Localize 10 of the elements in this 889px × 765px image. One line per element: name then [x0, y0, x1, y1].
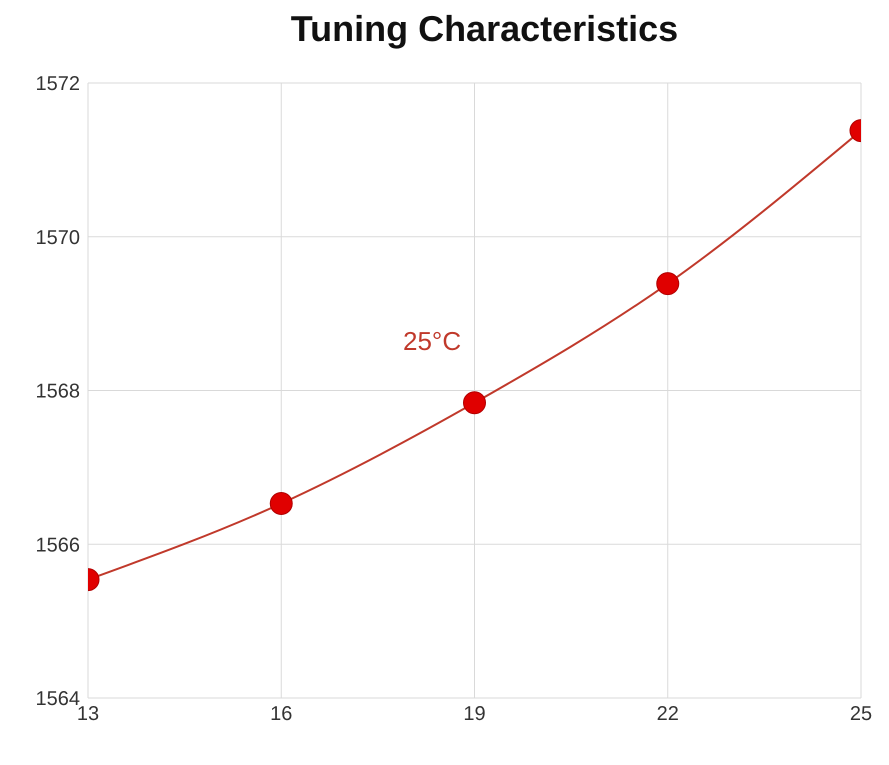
x-tick-label: 16 — [270, 703, 292, 726]
y-tick-label: 1566 — [36, 534, 80, 556]
x-tick-label: 22 — [656, 703, 679, 726]
annotation: 25°C — [403, 326, 462, 357]
chart-title: Tuning Characteristics — [290, 8, 680, 51]
y-tick-label: 1568 — [36, 380, 80, 403]
y-tick-label: 1570 — [36, 226, 80, 249]
x-tick-label: 19 — [463, 703, 486, 726]
y-tick-label: 1572 — [36, 73, 80, 96]
x-tick-label: 25 — [850, 703, 872, 726]
